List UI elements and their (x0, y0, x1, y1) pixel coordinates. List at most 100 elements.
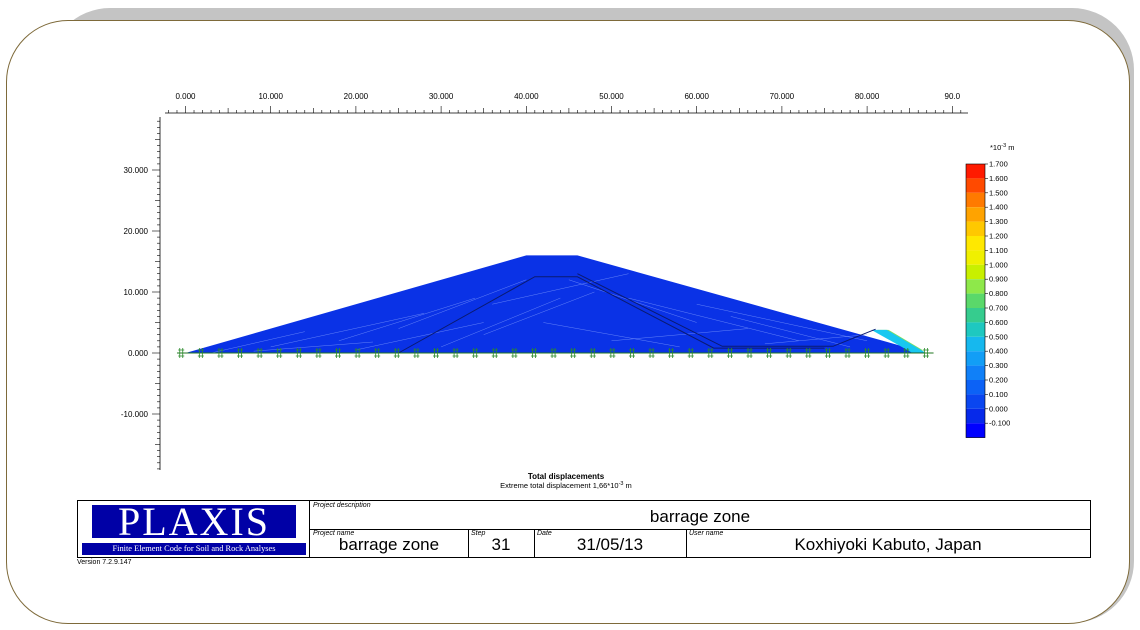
project-name-cell: Project name barrage zone (310, 529, 468, 557)
legend-label: 1.300 (989, 217, 1008, 226)
legend-swatch (966, 221, 985, 236)
cell-divider (686, 529, 687, 557)
caption-title: Total displacements (528, 472, 605, 481)
user-name-cell: User name Koxhiyoki Kabuto, Japan (686, 529, 1090, 557)
x-tick-label: 0.000 (175, 92, 196, 101)
legend-swatch (966, 293, 985, 308)
y-tick-label: 20.000 (124, 227, 149, 236)
date-cell: Date 31/05/13 (534, 529, 686, 557)
legend-swatch (966, 236, 985, 251)
legend-swatch (966, 264, 985, 280)
mesh-line (730, 316, 851, 348)
legend-swatch (966, 207, 985, 222)
x-tick-label: 20.000 (344, 92, 369, 101)
step-label: Step (471, 530, 486, 537)
legend-label: 0.500 (989, 332, 1008, 341)
mesh-line (338, 297, 476, 342)
hot-zone-band (871, 329, 926, 353)
project-name-label: Project name (313, 530, 355, 537)
legend-label: 1.500 (989, 188, 1008, 197)
row-divider (310, 529, 1090, 530)
legend-label: 1.400 (989, 203, 1008, 212)
project-description-cell: Project description barrage zone (310, 501, 1090, 529)
legend-swatch (966, 192, 985, 208)
project-name: barrage zone (338, 535, 440, 554)
mesh-line (441, 297, 561, 348)
step-value: 31 (491, 535, 511, 554)
cell-divider (468, 529, 469, 557)
user-name-label: User name (689, 530, 724, 537)
legend-swatch (966, 336, 985, 352)
step-cell: Step 31 (468, 529, 534, 557)
legend-label: 0.100 (989, 390, 1008, 399)
legend-label: 0.900 (989, 275, 1008, 284)
user-name: Koxhiyoki Kabuto, Japan (794, 535, 982, 554)
legend-label: 0.600 (989, 318, 1008, 327)
legend-label: 1.100 (989, 246, 1008, 255)
legend-label: 1.700 (989, 160, 1008, 169)
legend-swatch (966, 164, 985, 179)
legend-swatch (966, 250, 985, 265)
mesh-line (628, 297, 800, 342)
boundary-fixities (176, 348, 934, 358)
legend-swatch (966, 380, 985, 395)
legend-swatch (966, 308, 985, 323)
date-value: 31/05/13 (576, 535, 644, 554)
mesh-line (764, 334, 868, 345)
displacement-legend: *10-3 m 1.700 1.600 1.500 1.400 1.300 1.200 1.1… (965, 143, 1015, 438)
legend-label: 0.800 (989, 289, 1008, 298)
legend-label: 1.200 (989, 232, 1008, 241)
mesh-line (270, 313, 425, 348)
date-label: Date (537, 530, 552, 537)
legend-swatch (966, 408, 985, 424)
x-tick-label: 90.0 (945, 92, 961, 101)
x-axis: 0.000 10.000 20.000 30.000 40.000 50.000 60.00… (165, 92, 968, 114)
x-tick-label: 30.000 (429, 92, 454, 101)
mesh-line (253, 341, 373, 352)
x-tick-label: 40.000 (514, 92, 539, 101)
logo-subtitle: Finite Element Code for Soil and Rock An… (82, 543, 306, 555)
legend-swatch (966, 365, 985, 380)
y-tick-label: 10.000 (124, 288, 149, 297)
y-axis: 30.000 20.000 10.000 0.000 -10.000 (121, 117, 161, 470)
legend-swatch (966, 279, 985, 294)
x-tick-label: 80.000 (855, 92, 880, 101)
dam-body (185, 255, 927, 353)
filter-boundary (577, 273, 876, 347)
project-description-label: Project description (313, 502, 371, 509)
legend-label: 1.000 (989, 260, 1008, 269)
cell-divider (534, 529, 535, 557)
y-tick-label: 0.000 (128, 349, 149, 358)
legend-label: 0.700 (989, 304, 1008, 313)
legend-swatch (966, 178, 985, 193)
legend-label: 1.600 (989, 174, 1008, 183)
legend-label: 0.300 (989, 361, 1008, 370)
y-tick-label: 30.000 (124, 166, 149, 175)
legend-label: 0.000 (989, 404, 1008, 413)
mesh-line (211, 331, 305, 354)
dam-mesh (185, 255, 927, 354)
legend-label: -0.100 (989, 419, 1010, 428)
plaxis-logo: PLAXIS Finite Element Code for Soil and … (78, 501, 310, 557)
mesh-line (543, 322, 680, 348)
mesh-line (696, 303, 868, 342)
project-description: barrage zone (649, 507, 751, 526)
x-tick-label: 60.000 (684, 92, 709, 101)
mesh-line (398, 279, 527, 329)
mesh-line (355, 322, 484, 351)
legend-swatch (966, 394, 985, 409)
version-label: Version 7.2.9.147 (77, 559, 132, 566)
legend-unit: *10-3 m (990, 143, 1015, 152)
mesh-line (483, 291, 595, 335)
caption-text: Extreme total displacement 1,66*10-3 m (500, 481, 632, 490)
y-tick-label: -10.000 (121, 410, 149, 419)
legend-border (965, 163, 986, 438)
legend-label: 0.400 (989, 347, 1008, 356)
legend-label: 0.200 (989, 376, 1008, 385)
logo-wordmark: PLAXIS (92, 502, 296, 542)
mesh-line (492, 273, 629, 305)
x-tick-label: 50.000 (599, 92, 624, 101)
legend-swatch (966, 423, 985, 438)
x-tick-label: 10.000 (258, 92, 283, 101)
